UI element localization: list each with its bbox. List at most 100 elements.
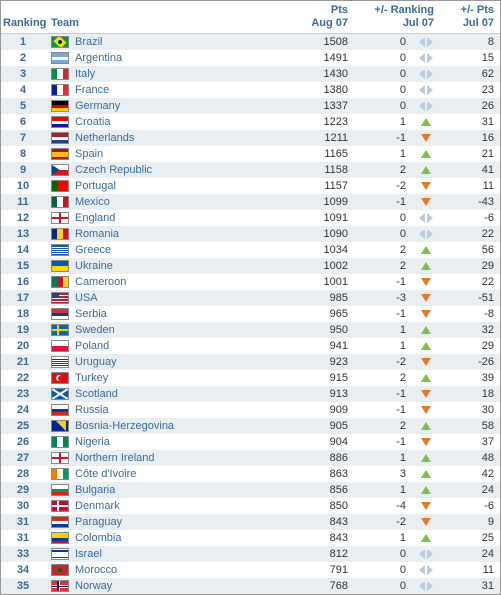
cell-team[interactable]: Italy xyxy=(49,66,294,82)
cell-team[interactable]: Netherlands xyxy=(49,130,294,146)
team-name: USA xyxy=(75,292,98,304)
cell-team[interactable]: Germany xyxy=(49,98,294,114)
cell-team[interactable]: Croatia xyxy=(49,114,294,130)
cell-team[interactable]: Cameroon xyxy=(49,274,294,290)
cell-team[interactable]: Paraguay xyxy=(49,514,294,530)
cell-rank: 11 xyxy=(1,194,49,210)
cell-team[interactable]: France xyxy=(49,82,294,98)
table-row[interactable]: 18Serbia965-1-8 xyxy=(1,306,500,322)
cell-team[interactable]: Israel xyxy=(49,546,294,562)
cell-team[interactable]: Romania xyxy=(49,226,294,242)
table-row[interactable]: 30Denmark850-4-6 xyxy=(1,498,500,514)
cell-team[interactable]: Scotland xyxy=(49,386,294,402)
arrow-up-icon xyxy=(421,166,431,174)
cell-rank: 22 xyxy=(1,370,49,386)
table-row[interactable]: 2Argentina1491015 xyxy=(1,50,500,66)
table-row[interactable]: 22Turkey915239 xyxy=(1,370,500,386)
cell-team[interactable]: Brazil xyxy=(49,34,294,51)
table-row[interactable]: 17USA985-3-51 xyxy=(1,290,500,306)
cell-team[interactable]: Sweden xyxy=(49,322,294,338)
cell-team[interactable]: England xyxy=(49,210,294,226)
table-row[interactable]: 24Russia909-130 xyxy=(1,402,500,418)
table-row[interactable]: 23Scotland913-118 xyxy=(1,386,500,402)
table-row[interactable]: 16Cameroon1001-122 xyxy=(1,274,500,290)
cell-pts: 1091 xyxy=(294,210,354,226)
header-ranking-change[interactable]: +/- Ranking Jul 07 xyxy=(354,1,440,34)
flag-icon xyxy=(51,356,69,368)
cell-team[interactable]: Czech Republic xyxy=(49,162,294,178)
table-row[interactable]: 13Romania1090022 xyxy=(1,226,500,242)
cell-pts: 856 xyxy=(294,482,354,498)
cell-team[interactable]: Uruguay xyxy=(49,354,294,370)
table-row[interactable]: 34Morocco791011 xyxy=(1,562,500,578)
cell-team[interactable]: Northern Ireland xyxy=(49,450,294,466)
cell-rank-change-icon xyxy=(412,50,440,66)
header-pts-change[interactable]: +/- Pts Jul 07 xyxy=(440,1,500,34)
table-row[interactable]: 33Israel812024 xyxy=(1,546,500,562)
cell-rank-change-value: -1 xyxy=(354,386,412,402)
cell-team[interactable]: USA xyxy=(49,290,294,306)
cell-pts-change: 32 xyxy=(440,322,500,338)
table-row[interactable]: 15Ukraine1002229 xyxy=(1,258,500,274)
table-row[interactable]: 14Greece1034256 xyxy=(1,242,500,258)
cell-team[interactable]: Spain xyxy=(49,146,294,162)
table-row[interactable]: 26Nigeria904-137 xyxy=(1,434,500,450)
cell-team[interactable]: Argentina xyxy=(49,50,294,66)
table-row[interactable]: 20Poland941129 xyxy=(1,338,500,354)
table-row[interactable]: 31Paraguay843-29 xyxy=(1,514,500,530)
arrow-up-icon xyxy=(421,470,431,478)
cell-team[interactable]: Bulgaria xyxy=(49,482,294,498)
table-row[interactable]: 25Bosnia-Herzegovina905258 xyxy=(1,418,500,434)
cell-pts-change: 29 xyxy=(440,258,500,274)
flag-icon xyxy=(51,468,69,480)
ranking-table-container: Ranking Team Pts Aug 07 +/- Ranking Jul … xyxy=(0,0,501,595)
cell-team[interactable]: Poland xyxy=(49,338,294,354)
cell-team[interactable]: Greece xyxy=(49,242,294,258)
cell-rank: 27 xyxy=(1,450,49,466)
table-row[interactable]: 9Czech Republic1158241 xyxy=(1,162,500,178)
cell-pts: 909 xyxy=(294,402,354,418)
table-row[interactable]: 4France1380023 xyxy=(1,82,500,98)
header-pts[interactable]: Pts Aug 07 xyxy=(294,1,354,34)
cell-team[interactable]: Denmark xyxy=(49,498,294,514)
cell-team[interactable]: Mexico xyxy=(49,194,294,210)
cell-rank-change-icon xyxy=(412,530,440,546)
cell-team[interactable]: Russia xyxy=(49,402,294,418)
table-row[interactable]: 1Brazil150808 xyxy=(1,34,500,51)
table-row[interactable]: 3Italy1430062 xyxy=(1,66,500,82)
cell-team[interactable]: Morocco xyxy=(49,562,294,578)
cell-pts-change: -43 xyxy=(440,194,500,210)
table-row[interactable]: 28Côte d'Ivoire863342 xyxy=(1,466,500,482)
table-row[interactable]: 21Uruguay923-2-26 xyxy=(1,354,500,370)
cell-team[interactable]: Ukraine xyxy=(49,258,294,274)
cell-team[interactable]: Portugal xyxy=(49,178,294,194)
cell-team[interactable]: Colombia xyxy=(49,530,294,546)
cell-pts: 923 xyxy=(294,354,354,370)
cell-rank: 10 xyxy=(1,178,49,194)
cell-rank: 28 xyxy=(1,466,49,482)
table-row[interactable]: 31Colombia843125 xyxy=(1,530,500,546)
flag-icon xyxy=(51,372,69,384)
table-row[interactable]: 27Northern Ireland886148 xyxy=(1,450,500,466)
cell-team[interactable]: Côte d'Ivoire xyxy=(49,466,294,482)
table-row[interactable]: 11Mexico1099-1-43 xyxy=(1,194,500,210)
cell-team[interactable]: Nigeria xyxy=(49,434,294,450)
header-ranking[interactable]: Ranking xyxy=(1,1,49,34)
table-row[interactable]: 29Bulgaria856124 xyxy=(1,482,500,498)
table-row[interactable]: 7Netherlands1211-116 xyxy=(1,130,500,146)
cell-team[interactable]: Bosnia-Herzegovina xyxy=(49,418,294,434)
header-team[interactable]: Team xyxy=(49,1,294,34)
cell-rank: 8 xyxy=(1,146,49,162)
cell-team[interactable]: Serbia xyxy=(49,306,294,322)
table-row[interactable]: 12England10910-6 xyxy=(1,210,500,226)
cell-team[interactable]: Turkey xyxy=(49,370,294,386)
cell-rank: 26 xyxy=(1,434,49,450)
cell-pts: 1099 xyxy=(294,194,354,210)
table-row[interactable]: 6Croatia1223131 xyxy=(1,114,500,130)
table-row[interactable]: 19Sweden950132 xyxy=(1,322,500,338)
cell-rank: 5 xyxy=(1,98,49,114)
table-row[interactable]: 5Germany1337026 xyxy=(1,98,500,114)
cell-pts-change: 11 xyxy=(440,178,500,194)
table-row[interactable]: 8Spain1165121 xyxy=(1,146,500,162)
table-row[interactable]: 10Portugal1157-211 xyxy=(1,178,500,194)
